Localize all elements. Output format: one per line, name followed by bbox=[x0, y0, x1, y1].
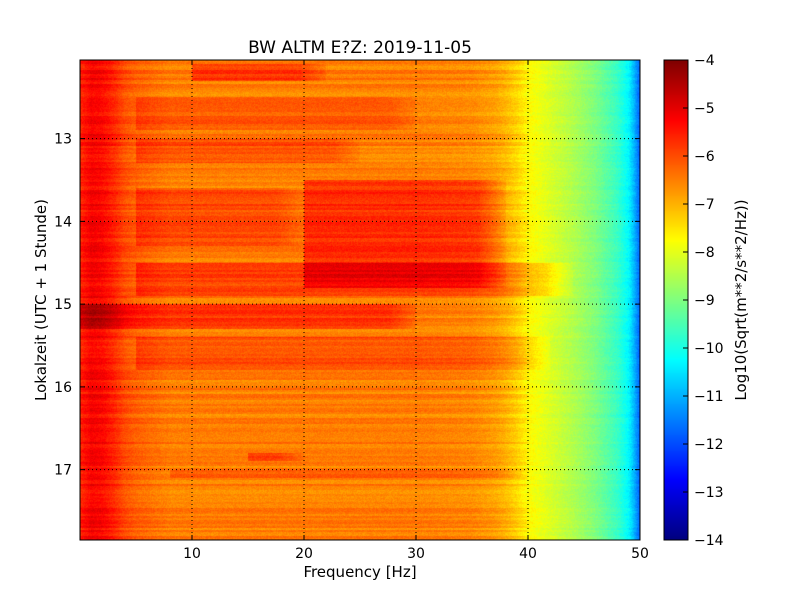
x-axis-label: Frequency [Hz] bbox=[303, 563, 416, 581]
colorbar: −4 −5 −6 −7 −8 −9 −10 −11 −12 −13 −14 Log10(Sqrt(m… bbox=[663, 53, 750, 549]
plot-frame bbox=[79, 59, 641, 541]
colorbar-tick-label: −8 bbox=[694, 245, 715, 261]
colorbar-ticks: −4 −5 −6 −7 −8 −9 −10 −11 −12 −13 −14 bbox=[683, 53, 724, 549]
x-tick-label: 20 bbox=[295, 546, 313, 562]
y-tick-label: 15 bbox=[54, 297, 72, 313]
colorbar-tick-label: −13 bbox=[694, 485, 724, 501]
y-tick-label: 14 bbox=[54, 214, 72, 230]
colorbar-tick-label: −4 bbox=[694, 53, 715, 69]
y-tick-label: 16 bbox=[54, 380, 72, 396]
y-tick-label: 17 bbox=[54, 463, 72, 479]
y-axis-label: Lokalzeit (UTC + 1 Stunde) bbox=[32, 199, 50, 401]
x-tick-label: 40 bbox=[519, 546, 537, 562]
colorbar-tick-label: −10 bbox=[694, 341, 724, 357]
colorbar-tick-label: −11 bbox=[694, 389, 724, 405]
colorbar-tick-label: −14 bbox=[694, 533, 724, 549]
colorbar-tick-label: −9 bbox=[694, 293, 715, 309]
x-tick-label: 50 bbox=[631, 546, 649, 562]
spectrogram-heatmap bbox=[80, 60, 640, 540]
heatmap-area bbox=[80, 60, 640, 540]
colorbar-tick-label: −7 bbox=[694, 197, 715, 213]
colorbar-tick-label: −5 bbox=[694, 101, 715, 117]
y-tick-label: 13 bbox=[54, 132, 72, 148]
x-axis-ticks: 10 20 30 40 50 bbox=[183, 60, 649, 562]
y-axis-ticks: 13 14 15 16 17 bbox=[54, 132, 640, 479]
x-tick-label: 30 bbox=[407, 546, 425, 562]
x-tick-label: 10 bbox=[183, 546, 201, 562]
colorbar-label: Log10(Sqrt(m**2/s**2/Hz)) bbox=[732, 199, 750, 400]
colorbar-tick-label: −6 bbox=[694, 149, 715, 165]
colorbar-tick-label: −12 bbox=[694, 437, 724, 453]
chart-title: BW ALTM E?Z: 2019-11-05 bbox=[248, 38, 472, 58]
